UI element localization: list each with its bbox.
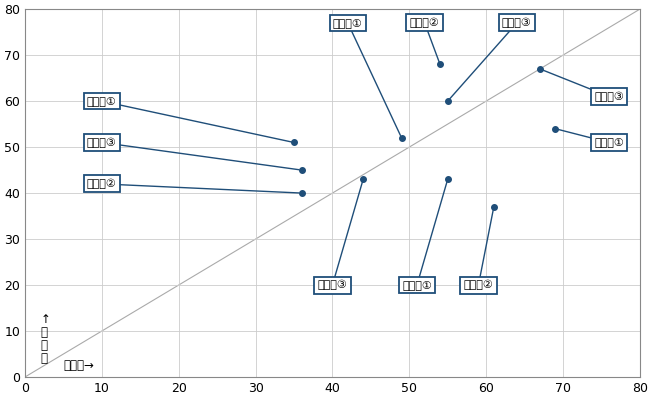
- Text: 【看】①: 【看】①: [594, 138, 624, 148]
- Text: 重要度→: 重要度→: [63, 359, 95, 371]
- Text: 【コ】①: 【コ】①: [402, 280, 432, 290]
- Text: 【医】②: 【医】②: [409, 18, 439, 28]
- Text: 【事】③: 【事】③: [87, 137, 117, 148]
- Text: 【看】③: 【看】③: [594, 91, 624, 102]
- Text: ↑
満
足
度: ↑ 満 足 度: [40, 312, 50, 365]
- Text: 【コ】③: 【コ】③: [318, 280, 348, 290]
- Text: 【医】①: 【医】①: [333, 18, 363, 28]
- Text: 【コ】②: 【コ】②: [464, 280, 494, 290]
- Text: 【事】①: 【事】①: [87, 96, 117, 106]
- Text: 【事】②: 【事】②: [87, 179, 117, 189]
- Text: 【医】③: 【医】③: [502, 18, 532, 28]
